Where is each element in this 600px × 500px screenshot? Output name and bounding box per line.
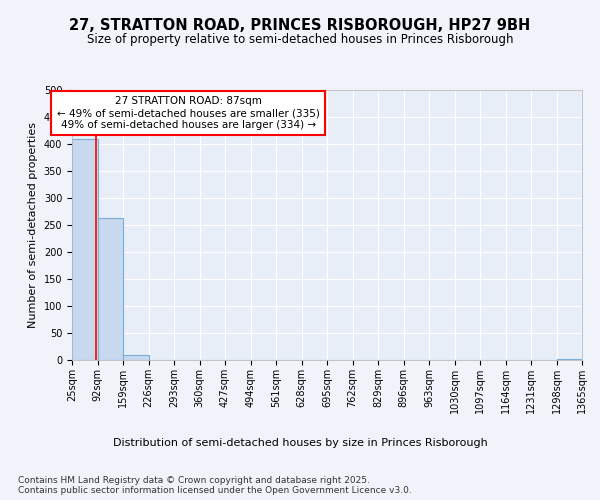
Text: 27, STRATTON ROAD, PRINCES RISBOROUGH, HP27 9BH: 27, STRATTON ROAD, PRINCES RISBOROUGH, H…: [70, 18, 530, 32]
Text: Distribution of semi-detached houses by size in Princes Risborough: Distribution of semi-detached houses by …: [113, 438, 487, 448]
Text: Contains HM Land Registry data © Crown copyright and database right 2025.
Contai: Contains HM Land Registry data © Crown c…: [18, 476, 412, 495]
Bar: [123, 354, 149, 360]
Bar: [97, 218, 123, 360]
Text: 27 STRATTON ROAD: 87sqm
← 49% of semi-detached houses are smaller (335)
49% of s: 27 STRATTON ROAD: 87sqm ← 49% of semi-de…: [56, 96, 320, 130]
Bar: [72, 138, 97, 360]
Text: Size of property relative to semi-detached houses in Princes Risborough: Size of property relative to semi-detach…: [87, 32, 513, 46]
Y-axis label: Number of semi-detached properties: Number of semi-detached properties: [28, 122, 38, 328]
